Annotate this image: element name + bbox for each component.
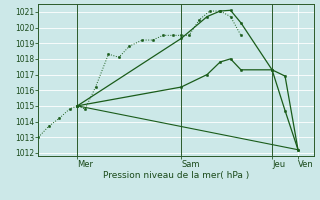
X-axis label: Pression niveau de la mer( hPa ): Pression niveau de la mer( hPa ) — [103, 171, 249, 180]
